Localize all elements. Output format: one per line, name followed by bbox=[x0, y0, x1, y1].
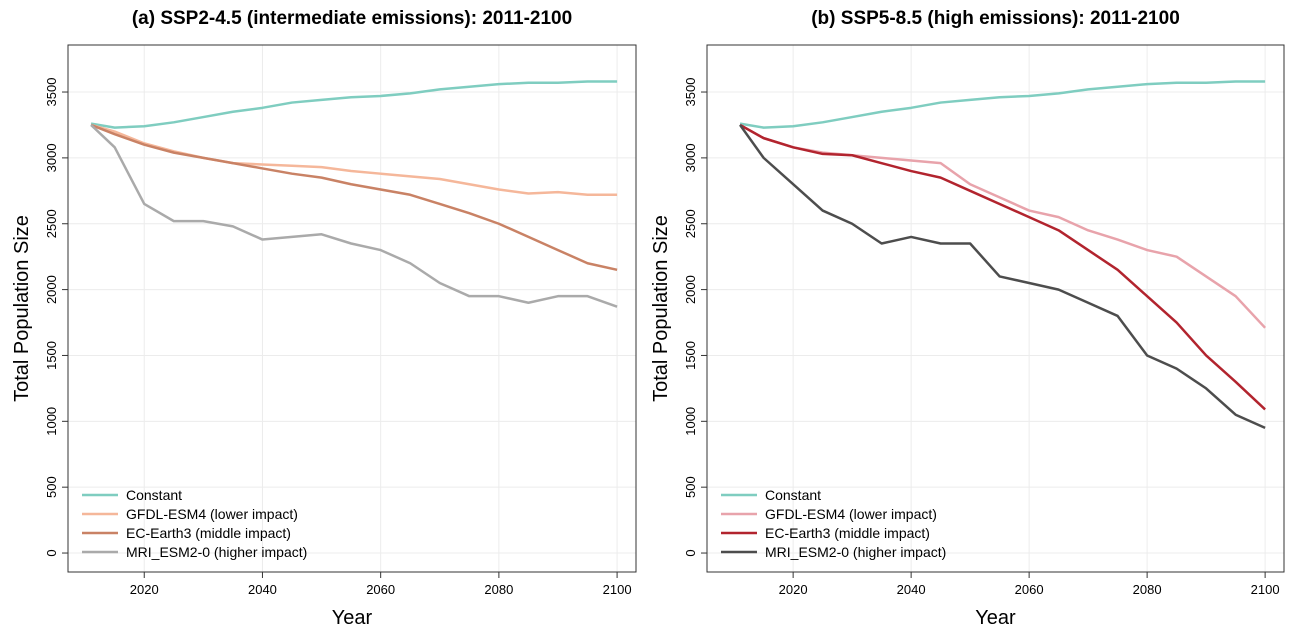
legend-label: MRI_ESM2-0 (higher impact) bbox=[126, 544, 307, 560]
y-tick-label: 500 bbox=[44, 476, 59, 498]
y-tick-label: 3500 bbox=[44, 78, 59, 107]
legend-label: EC-Earth3 (middle impact) bbox=[126, 525, 291, 541]
series-line bbox=[90, 123, 618, 197]
y-tick-label: 3000 bbox=[44, 143, 59, 172]
legend-label: GFDL-ESM4 (lower impact) bbox=[126, 506, 298, 522]
series-line bbox=[739, 123, 1266, 411]
legend-label: EC-Earth3 (middle impact) bbox=[765, 525, 930, 541]
y-axis-label: Total Population Size bbox=[11, 215, 33, 402]
y-tick-label: 2500 bbox=[44, 209, 59, 238]
series-line bbox=[739, 123, 1267, 329]
y-axis-label: Total Population Size bbox=[650, 215, 672, 402]
series-line bbox=[90, 123, 618, 272]
y-tick-label: 2500 bbox=[683, 209, 698, 238]
legend-label: Constant bbox=[765, 487, 821, 503]
x-tick-label: 2020 bbox=[779, 582, 808, 597]
x-axis-label: Year bbox=[332, 607, 373, 629]
y-tick-label: 0 bbox=[44, 549, 59, 556]
y-tick-label: 1500 bbox=[683, 341, 698, 370]
x-tick-label: 2080 bbox=[484, 582, 513, 597]
x-tick-label: 2040 bbox=[897, 582, 926, 597]
y-tick-label: 1000 bbox=[683, 407, 698, 436]
plot-frame bbox=[706, 44, 1285, 573]
legend-label: Constant bbox=[126, 487, 182, 503]
legend-label: MRI_ESM2-0 (higher impact) bbox=[765, 544, 946, 560]
series-line bbox=[90, 124, 618, 308]
series-line bbox=[90, 80, 618, 129]
chart-title: (a) SSP2-4.5 (intermediate emissions): 2… bbox=[132, 8, 572, 29]
y-tick-label: 3000 bbox=[683, 143, 698, 172]
y-tick-label: 1000 bbox=[44, 407, 59, 436]
series-line bbox=[739, 124, 1266, 430]
x-axis-label: Year bbox=[975, 607, 1016, 629]
x-tick-label: 2040 bbox=[248, 582, 277, 597]
x-tick-label: 2100 bbox=[603, 582, 632, 597]
legend-label: GFDL-ESM4 (lower impact) bbox=[765, 506, 937, 522]
y-tick-label: 2000 bbox=[44, 275, 59, 304]
x-tick-label: 2100 bbox=[1251, 582, 1280, 597]
x-tick-label: 2060 bbox=[1015, 582, 1044, 597]
x-tick-label: 2020 bbox=[130, 582, 159, 597]
y-tick-label: 2000 bbox=[683, 275, 698, 304]
series-line bbox=[739, 80, 1266, 129]
chart-title: (b) SSP5-8.5 (high emissions): 2011-2100 bbox=[811, 8, 1180, 29]
y-tick-label: 0 bbox=[683, 549, 698, 556]
plot-frame bbox=[67, 44, 637, 573]
y-tick-label: 3500 bbox=[683, 78, 698, 107]
x-tick-label: 2080 bbox=[1133, 582, 1162, 597]
x-tick-label: 2060 bbox=[366, 582, 395, 597]
y-tick-label: 500 bbox=[683, 476, 698, 498]
y-tick-label: 1500 bbox=[44, 341, 59, 370]
